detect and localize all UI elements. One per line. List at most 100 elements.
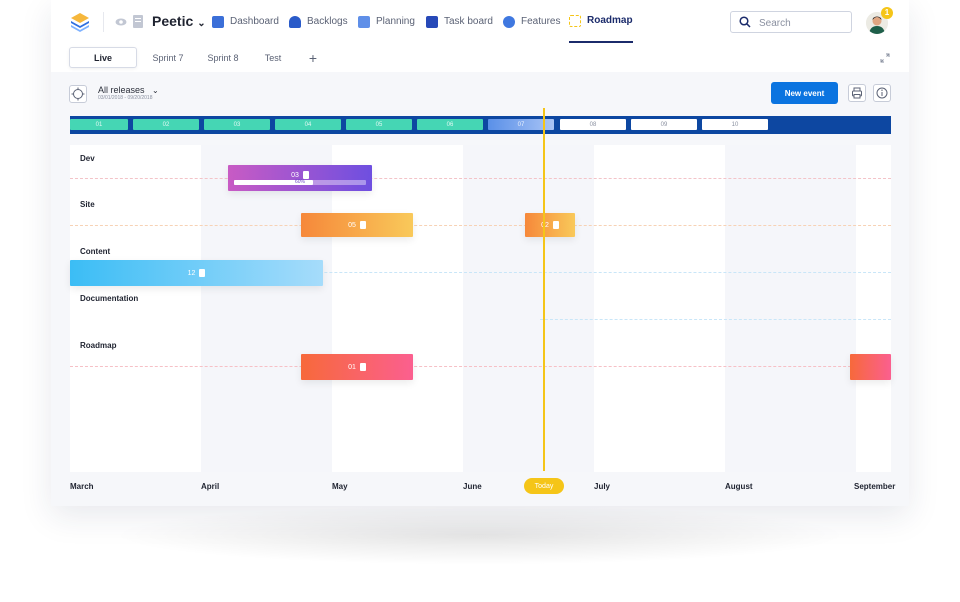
nav-backlogs[interactable]: Backlogs [289, 0, 348, 43]
top-bar: Peetic ⌄ Dashboard Backlogs Planning Task… [51, 0, 909, 45]
sprint-chip[interactable]: 01 [70, 119, 128, 130]
eye-icon[interactable] [115, 16, 127, 28]
topbar-divider [103, 12, 104, 32]
row-guide-line [70, 272, 891, 273]
nav-dashboard-label: Dashboard [230, 16, 279, 27]
nav-planning[interactable]: Planning [358, 0, 415, 43]
search-box[interactable] [730, 11, 852, 33]
crosshair-icon [71, 87, 85, 101]
document-icon [199, 269, 206, 277]
month-label: March [70, 482, 94, 491]
recenter-button[interactable] [69, 85, 87, 103]
document-icon [359, 221, 366, 229]
project-selector[interactable]: Peetic ⌄ [152, 13, 206, 29]
backlogs-icon [289, 15, 301, 28]
event-bar-roadmap[interactable]: 01 [301, 354, 413, 380]
release-date-range: 03/01/2018 - 09/20/2018 [98, 95, 153, 101]
event-label: 03 [291, 171, 299, 179]
chevron-down-icon: ⌄ [197, 18, 206, 29]
sprint-chip[interactable]: 08 [560, 119, 626, 130]
document-icon [359, 363, 366, 371]
row-guide-line [70, 225, 891, 226]
release-selector-label: All releases [98, 85, 145, 95]
row-guide-line [540, 319, 891, 320]
sprint-chip[interactable]: 04 [275, 119, 341, 130]
search-icon [739, 16, 751, 28]
progress-bar: 60% [234, 179, 366, 185]
nav-features-label: Features [521, 16, 561, 27]
document-icon [552, 221, 559, 229]
sprint-chip[interactable]: 05 [346, 119, 412, 130]
event-bar-roadmap[interactable] [850, 354, 891, 380]
today-badge[interactable]: Today [524, 478, 564, 494]
document-icon [302, 171, 309, 179]
month-column [201, 145, 332, 472]
month-label: June [463, 482, 482, 491]
printer-icon [852, 87, 862, 99]
event-label: 01 [348, 363, 356, 371]
app-window: Peetic ⌄ Dashboard Backlogs Planning Task… [51, 0, 909, 506]
add-tab-button[interactable]: + [308, 49, 318, 66]
planning-icon [358, 15, 370, 28]
notification-badge[interactable]: 1 [881, 7, 893, 19]
sprint-strip: 01 02 03 04 05 06 07 08 09 10 [70, 116, 891, 134]
sprint-chip[interactable]: 06 [417, 119, 483, 130]
event-label: 12 [187, 269, 196, 277]
row-guide-line [70, 366, 891, 367]
today-marker-line [543, 108, 545, 471]
month-label: April [201, 482, 220, 491]
tab-live[interactable]: Live [69, 47, 137, 68]
month-label: August [725, 482, 753, 491]
event-label: 05 [348, 221, 356, 229]
progress-text: 60% [294, 179, 305, 185]
taskboard-icon [426, 15, 438, 28]
page-icon[interactable] [133, 15, 143, 28]
release-selector[interactable]: All releases ⌄ [98, 85, 159, 95]
row-label-content: Content [80, 247, 111, 256]
chevron-down-icon: ⌄ [152, 86, 159, 95]
app-logo-icon[interactable] [69, 11, 91, 33]
row-label-roadmap: Roadmap [80, 341, 117, 350]
tab-sprint-8[interactable]: Sprint 8 [207, 52, 239, 63]
month-column [463, 145, 594, 472]
features-icon [503, 15, 515, 28]
row-guide-line [70, 178, 891, 179]
roadmap-icon [569, 14, 581, 27]
tab-bar: Live Sprint 7 Sprint 8 Test + [51, 44, 909, 72]
nav-taskboard-label: Task board [444, 16, 493, 27]
search-input[interactable] [757, 15, 851, 31]
event-bar-dev[interactable]: 03 60% [228, 165, 372, 191]
sprint-chip[interactable]: 10 [702, 119, 768, 130]
nav-roadmap[interactable]: Roadmap [569, 0, 633, 43]
nav-roadmap-label: Roadmap [587, 15, 633, 26]
month-label: July [594, 482, 611, 491]
info-button[interactable] [873, 84, 891, 102]
tab-test[interactable]: Test [264, 52, 282, 63]
sprint-chip[interactable]: 03 [204, 119, 270, 130]
window-shadow [110, 505, 850, 565]
sprint-chip[interactable]: 07 [488, 119, 554, 130]
month-label: May [332, 482, 348, 491]
tab-sprint-7[interactable]: Sprint 7 [152, 52, 184, 63]
expand-icon[interactable] [880, 53, 890, 63]
dashboard-icon [212, 15, 224, 28]
event-bar-site[interactable]: 02 [525, 213, 575, 237]
nav-features[interactable]: Features [503, 0, 560, 43]
project-name: Peetic [152, 13, 194, 29]
print-button[interactable] [848, 84, 866, 102]
nav-planning-label: Planning [376, 16, 415, 27]
progress-fill [234, 180, 314, 185]
sprint-chip[interactable]: 02 [133, 119, 199, 130]
new-event-button[interactable]: New event [771, 82, 838, 104]
nav-dashboard[interactable]: Dashboard [212, 0, 279, 43]
nav-taskboard[interactable]: Task board [426, 0, 493, 43]
month-label: September [854, 482, 896, 491]
month-column [725, 145, 856, 472]
info-icon [876, 87, 888, 99]
row-label-documentation: Documentation [80, 294, 139, 303]
event-bar-content[interactable]: 12 [70, 260, 323, 286]
event-bar-site[interactable]: 05 [301, 213, 413, 237]
roadmap-area: All releases ⌄ 03/01/2018 - 09/20/2018 N… [51, 72, 909, 506]
sprint-chip[interactable]: 09 [631, 119, 697, 130]
nav-backlogs-label: Backlogs [307, 16, 348, 27]
